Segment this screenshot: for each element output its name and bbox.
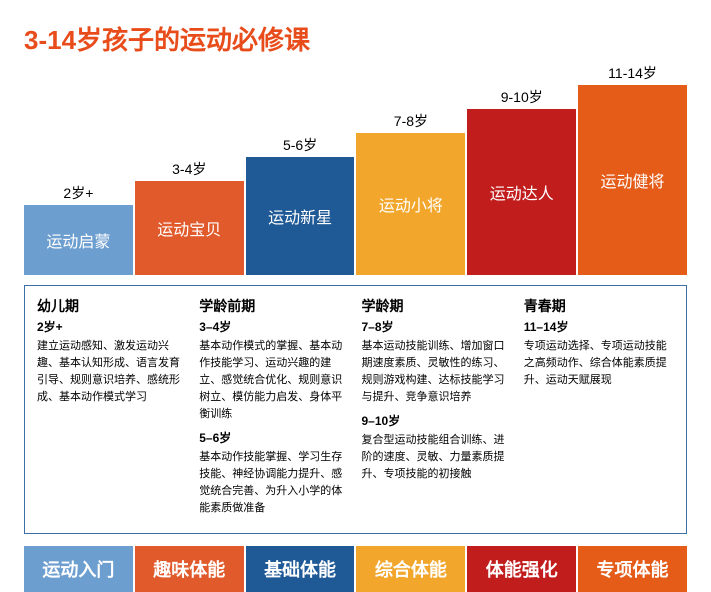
footer-item: 趣味体能: [135, 546, 244, 592]
stair-bar: 3-4岁运动宝贝: [135, 181, 244, 275]
phase-title: 学龄期: [362, 296, 512, 316]
stair-bar: 11-14岁运动健将: [578, 85, 687, 275]
stair-age-label: 5-6岁: [246, 135, 355, 155]
stair-bar: 2岁+运动启蒙: [24, 205, 133, 275]
age-range: 5–6岁: [199, 429, 349, 446]
age-range: 9–10岁: [362, 412, 512, 429]
desc-column: 学龄前期 3–4岁基本动作模式的掌握、基本动作技能学习、运动兴趣的建立、感觉统合优…: [199, 296, 349, 523]
desc-text: 复合型运动技能组合训练、进阶的速度、灵敏、力量素质提升、专项技能的初接触: [362, 432, 512, 483]
footer-item: 体能强化: [467, 546, 576, 592]
desc-column: 青春期 11–14岁专项运动选择、专项运动技能之高频动作、综合体能素质提升、运动天…: [524, 296, 674, 523]
stair-chart: 2岁+运动启蒙3-4岁运动宝贝5-6岁运动新星7-8岁运动小将9-10岁运动达人…: [24, 65, 687, 275]
phase-title: 学龄前期: [199, 296, 349, 316]
phase-title: 幼儿期: [37, 296, 187, 316]
desc-column: 学龄期 7–8岁基本运动技能训练、增加窗口期速度素质、灵敏性的练习、规则游戏构建、…: [362, 296, 512, 523]
stair-name-label: 运动宝贝: [157, 216, 221, 240]
age-range: 3–4岁: [199, 318, 349, 335]
page-title: 3-14岁孩子的运动必修课: [24, 20, 687, 57]
stair-bar: 7-8岁运动小将: [356, 133, 465, 275]
stair-age-label: 9-10岁: [467, 87, 576, 107]
description-box: 幼儿期 2岁+ 建立运动感知、激发运动兴趣、基本认知形成、语言发育引导、规则意识培养…: [24, 285, 687, 534]
stair-name-label: 运动健将: [601, 168, 665, 192]
desc-text: 基本动作模式的掌握、基本动作技能学习、运动兴趣的建立、感觉统合优化、规则意识树立…: [199, 338, 349, 423]
age-range: 7–8岁: [362, 318, 512, 335]
stair-name-label: 运动达人: [490, 180, 554, 204]
stair-age-label: 2岁+: [24, 183, 133, 203]
age-range: 11–14岁: [524, 318, 674, 335]
stair-bar: 9-10岁运动达人: [467, 109, 576, 275]
desc-column: 幼儿期 2岁+ 建立运动感知、激发运动兴趣、基本认知形成、语言发育引导、规则意识培养…: [37, 296, 187, 523]
desc-text: 基本运动技能训练、增加窗口期速度素质、灵敏性的练习、规则游戏构建、达标技能学习与…: [362, 338, 512, 406]
stair-name-label: 运动新星: [268, 204, 332, 228]
phase-title: 青春期: [524, 296, 674, 316]
footer-item: 专项体能: [578, 546, 687, 592]
stair-age-label: 7-8岁: [356, 111, 465, 131]
footer-categories: 运动入门趣味体能基础体能综合体能体能强化专项体能: [24, 546, 687, 592]
desc-text: 建立运动感知、激发运动兴趣、基本认知形成、语言发育引导、规则意识培养、感统形成、…: [37, 338, 187, 406]
footer-item: 基础体能: [246, 546, 355, 592]
stair-age-label: 3-4岁: [135, 159, 244, 179]
stair-bar: 5-6岁运动新星: [246, 157, 355, 275]
footer-item: 综合体能: [356, 546, 465, 592]
age-range: 2岁+: [37, 318, 187, 335]
footer-item: 运动入门: [24, 546, 133, 592]
stair-name-label: 运动小将: [379, 192, 443, 216]
stair-name-label: 运动启蒙: [46, 228, 110, 252]
desc-text: 基本动作技能掌握、学习生存技能、神经协调能力提升、感觉统合完善、为升入小学的体能…: [199, 449, 349, 517]
desc-text: 专项运动选择、专项运动技能之高频动作、综合体能素质提升、运动天赋展现: [524, 338, 674, 389]
stair-age-label: 11-14岁: [578, 63, 687, 83]
